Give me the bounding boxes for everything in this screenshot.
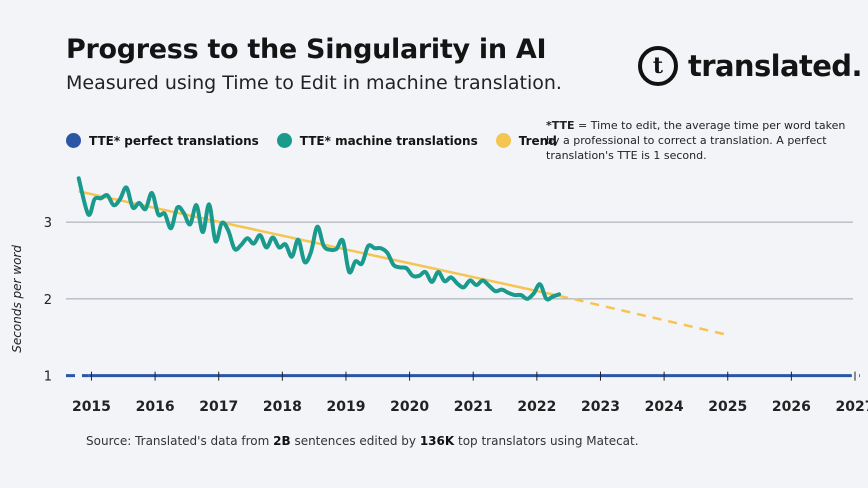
x-tick-label: 2021: [454, 399, 493, 415]
legend-label-machine: TTE* machine translations: [299, 133, 478, 148]
x-tick-label: 2015: [72, 399, 111, 415]
machine-series-line: [76, 176, 562, 302]
legend-item-trend: Trend: [495, 133, 557, 148]
legend: TTE* perfect translations TTE* machine t…: [66, 133, 575, 148]
y-tick-label: 3: [44, 216, 52, 231]
trend-projection-line: [558, 294, 729, 337]
tte-note-term: *TTE: [546, 119, 575, 132]
source-sentences: 2B: [273, 434, 291, 448]
x-tick-label: 2025: [708, 399, 747, 415]
tte-note: *TTE = Time to edit, the average time pe…: [546, 118, 860, 163]
x-tick-label: 2020: [390, 399, 429, 415]
y-tick-label: 2: [44, 293, 52, 308]
legend-dot-trend-icon: [495, 133, 511, 148]
x-tick-label: 2026: [772, 399, 811, 415]
translated-logo: t translated.: [638, 44, 862, 88]
x-tick-label: 2022: [517, 399, 556, 415]
legend-dot-machine-icon: [276, 133, 292, 148]
legend-item-perfect: TTE* perfect translations: [66, 133, 259, 148]
logo-mark-icon: t: [638, 46, 678, 86]
legend-dot-perfect-icon: [66, 133, 81, 148]
source-translators: 136K: [419, 434, 455, 448]
y-tick-label: 1: [44, 370, 52, 385]
x-tick-label: 2016: [136, 399, 175, 415]
tte-note-text: = Time to edit, the average time per wor…: [546, 119, 846, 162]
x-tick-label: 2023: [581, 399, 620, 415]
source-suffix: top translators using Matecat.: [454, 434, 639, 448]
x-tick-label: 2024: [645, 399, 684, 415]
legend-item-machine: TTE* machine translations: [276, 133, 478, 148]
y-axis-label: Seconds per word: [10, 245, 24, 353]
legend-label-perfect: TTE* perfect translations: [89, 133, 259, 148]
source-prefix: Source: Translated's data from: [86, 434, 274, 448]
trend-series-line: [78, 190, 560, 298]
x-tick-label: 2019: [326, 399, 365, 415]
source-middle: sentences edited by: [290, 434, 420, 448]
legend-label-trend: Trend: [518, 133, 557, 148]
source-note: Source: Translated's data from 2B senten…: [86, 434, 639, 448]
x-tick-label: 2018: [263, 399, 302, 415]
chart-title: Progress to the Singularity in AI: [66, 34, 547, 65]
x-tick-label: 2027: [836, 399, 868, 415]
logo-text: translated.: [688, 49, 862, 83]
x-tick-label: 2017: [199, 399, 238, 415]
chart-subtitle: Measured using Time to Edit in machine t…: [66, 72, 562, 94]
